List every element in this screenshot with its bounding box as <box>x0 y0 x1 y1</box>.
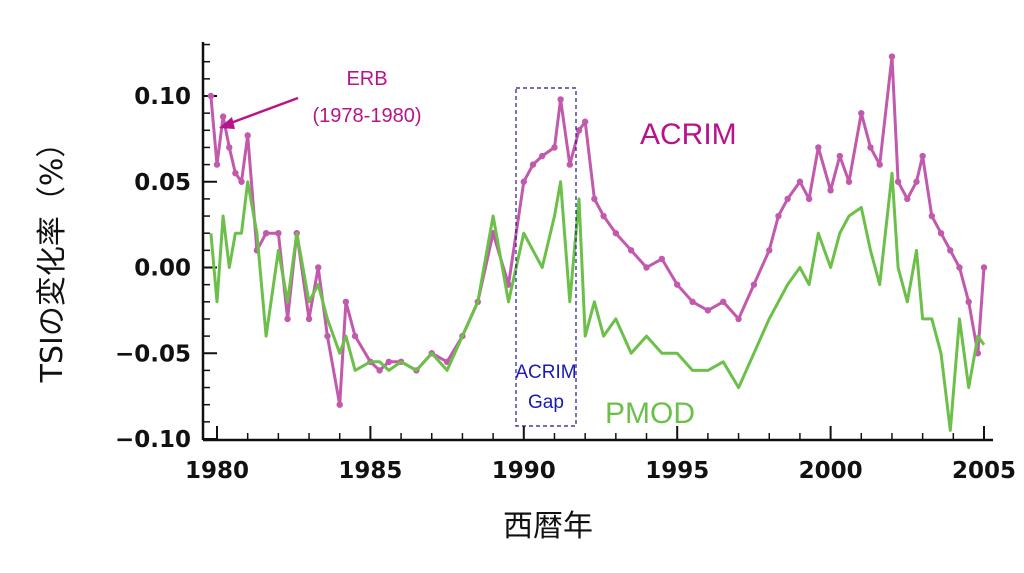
point-acrim <box>275 230 282 237</box>
point-acrim <box>575 127 583 134</box>
point-acrim <box>894 178 902 185</box>
point-acrim <box>876 161 883 168</box>
point-acrim <box>385 358 393 366</box>
point-acrim <box>244 132 251 139</box>
point-acrim <box>796 178 804 185</box>
point-acrim <box>627 247 635 254</box>
series-line-pmod <box>209 171 986 432</box>
acrim-gap-label: ACRIM <box>515 362 576 383</box>
point-acrim <box>581 118 589 125</box>
x-tick-label: 2000 <box>799 458 863 484</box>
pmod-series-label: PMOD <box>605 397 695 430</box>
point-acrim <box>232 169 239 177</box>
point-acrim <box>207 92 215 100</box>
point-acrim <box>643 264 650 271</box>
point-acrim <box>888 53 896 60</box>
point-acrim <box>836 152 844 160</box>
point-acrim <box>305 315 313 323</box>
point-acrim <box>845 178 853 185</box>
y-tick-label: 0.05 <box>134 170 191 196</box>
point-acrim <box>947 247 954 254</box>
erb-label: ERB <box>346 68 387 90</box>
point-acrim <box>956 264 963 271</box>
point-acrim <box>219 113 227 120</box>
point-acrim <box>612 230 620 237</box>
point-acrim <box>928 212 936 220</box>
point-acrim <box>704 307 712 314</box>
point-acrim <box>784 195 791 203</box>
point-acrim <box>766 247 773 254</box>
point-acrim <box>980 264 988 271</box>
acrim-gap-label-2: Gap <box>528 392 564 413</box>
acrim-series-label: ACRIM <box>640 118 737 151</box>
point-acrim <box>529 161 537 168</box>
point-acrim <box>720 298 727 305</box>
erb-arrow <box>219 96 299 129</box>
point-acrim <box>858 109 865 117</box>
point-acrim <box>965 298 972 305</box>
y-tick-label: −0.10 <box>115 427 191 453</box>
x-tick-label: 2005 <box>952 458 1016 484</box>
point-acrim <box>324 332 331 340</box>
y-tick-label: −0.05 <box>115 341 191 367</box>
x-tick-label: 1980 <box>185 458 249 484</box>
point-acrim <box>591 195 598 203</box>
axes: −0.10 −0.05 0.00 0.05 0.10 1980 1985 1990 1995 20… <box>115 42 1016 484</box>
point-acrim <box>342 298 350 305</box>
point-acrim <box>213 161 221 168</box>
point-acrim <box>226 144 233 151</box>
x-axis-title: 西暦年 <box>503 509 593 544</box>
x-tick-label: 1995 <box>645 458 709 484</box>
point-acrim <box>750 281 758 288</box>
erb-years-label: (1978-1980) <box>313 105 422 127</box>
x-tick-label: 1990 <box>492 458 556 484</box>
point-acrim <box>919 152 926 160</box>
point-acrim <box>262 230 270 237</box>
y-tick-label: 0.00 <box>134 256 191 282</box>
x-tick-label: 1985 <box>338 458 402 484</box>
point-acrim <box>775 212 782 220</box>
point-acrim <box>805 195 813 203</box>
point-acrim <box>674 281 681 288</box>
point-acrim <box>600 212 607 220</box>
point-acrim <box>557 96 564 103</box>
point-acrim <box>815 144 822 151</box>
point-acrim <box>315 264 322 271</box>
point-acrim <box>867 144 874 151</box>
point-acrim <box>376 367 383 374</box>
point-acrim <box>658 255 666 263</box>
point-acrim <box>284 315 291 323</box>
point-acrim <box>827 187 834 194</box>
point-acrim <box>689 298 696 305</box>
point-acrim <box>238 178 245 185</box>
acrim-gap-box <box>515 87 577 427</box>
point-acrim <box>566 161 574 168</box>
point-acrim <box>551 144 558 151</box>
point-acrim <box>351 332 359 340</box>
point-acrim <box>904 195 911 203</box>
series-layer <box>207 53 988 432</box>
y-tick-label: 0.10 <box>134 84 191 110</box>
point-acrim <box>539 152 546 160</box>
point-acrim <box>520 178 527 185</box>
point-acrim <box>913 178 920 185</box>
point-acrim <box>937 230 945 237</box>
point-acrim <box>336 401 343 408</box>
point-acrim <box>735 315 742 323</box>
y-axis-title: TSIの変化率（%） <box>35 128 70 384</box>
